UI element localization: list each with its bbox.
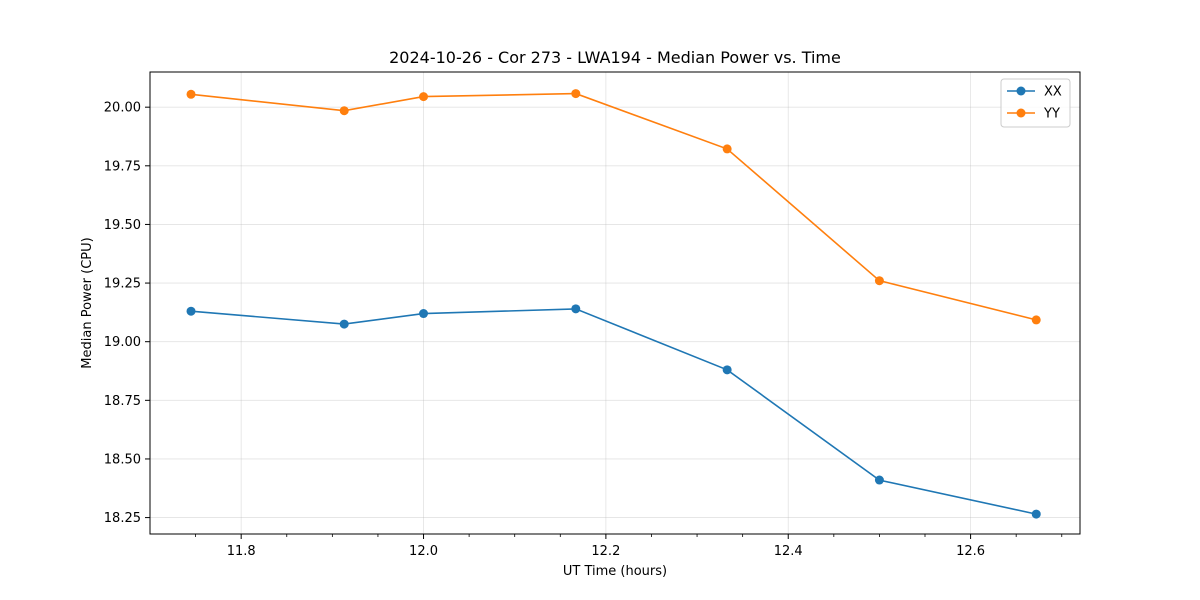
y-tick-label: 19.50	[104, 218, 141, 233]
grid-layer	[150, 72, 1080, 534]
data-point-yy	[571, 89, 581, 99]
y-tick-label: 18.50	[104, 452, 141, 467]
data-point-xx	[339, 319, 349, 329]
data-point-yy	[186, 89, 196, 99]
y-axis-label: Median Power (CPU)	[80, 237, 95, 368]
y-tick-label: 18.75	[104, 394, 141, 409]
x-tick-label: 12.0	[409, 544, 438, 559]
chart-title: 2024-10-26 - Cor 273 - LWA194 - Median P…	[389, 48, 841, 67]
data-point-yy	[419, 92, 429, 102]
series-layer	[186, 89, 1041, 519]
data-point-xx	[419, 309, 429, 319]
data-point-yy	[339, 106, 349, 116]
x-tick-label: 12.2	[591, 544, 620, 559]
y-tick-label: 20.00	[104, 101, 141, 116]
data-point-xx	[571, 304, 581, 314]
data-point-xx	[722, 365, 732, 375]
legend-marker-yy	[1016, 108, 1026, 118]
x-tick-label: 12.4	[774, 544, 803, 559]
legend-label-xx: XX	[1044, 85, 1062, 100]
series-line-yy	[190, 92, 1037, 321]
data-point-xx	[874, 475, 884, 485]
y-tick-label: 19.25	[104, 277, 141, 292]
data-point-yy	[722, 144, 732, 154]
legend-marker-xx	[1016, 86, 1026, 96]
y-tick-label: 19.75	[104, 159, 141, 174]
x-tick-label: 12.6	[956, 544, 985, 559]
x-axis-label: UT Time (hours)	[563, 564, 667, 579]
series-line-xx	[190, 308, 1037, 515]
data-point-yy	[1031, 315, 1041, 325]
data-point-xx	[186, 306, 196, 316]
x-tick-label: 11.8	[227, 544, 256, 559]
data-point-yy	[874, 276, 884, 286]
tick-layer: 11.8 12.0 12.2 12.4 12.6 18.25 18.50 18.75 19.00…	[104, 101, 1063, 559]
plot-frame	[149, 71, 1081, 535]
y-tick-label: 18.25	[104, 511, 141, 526]
legend-label-yy: YY	[1043, 107, 1060, 122]
legend: XX YY	[1000, 78, 1071, 128]
data-point-xx	[1031, 509, 1041, 519]
y-tick-label: 19.00	[104, 335, 141, 350]
